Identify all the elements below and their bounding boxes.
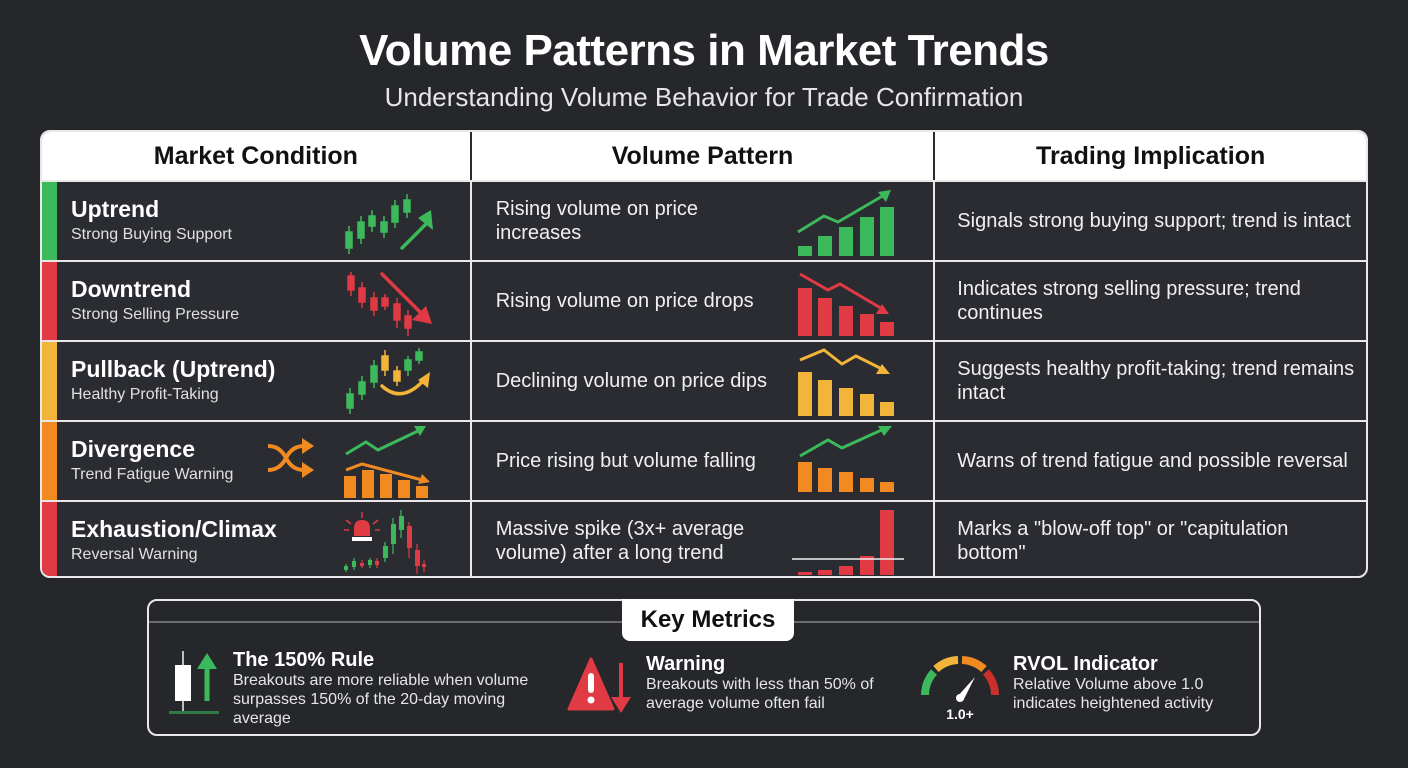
key-metrics-title: Key Metrics — [622, 599, 794, 641]
metric-desc-150-rule: Breakouts are more reliable when volume … — [233, 672, 529, 727]
accent-bar-orange — [42, 422, 57, 500]
table-row-divergence: Divergence Trend Fatigue Warning — [42, 420, 1366, 500]
trading-implication-text: Signals strong buying support; trend is … — [957, 210, 1351, 232]
metric-title-150-rule: The 150% Rule — [233, 649, 375, 671]
declining-yellow-bars-icon — [797, 348, 894, 416]
rising-green-bars-icon — [796, 190, 894, 256]
page-subtitle: Understanding Volume Behavior for Trade … — [384, 82, 1024, 112]
metric-title-warning: Warning — [646, 653, 726, 675]
key-metrics-panel: Key Metrics The 150% Rule Breakouts are … — [147, 599, 1261, 736]
condition-subtitle: Healthy Profit-Taking — [71, 386, 219, 403]
table-row-downtrend: Downtrend Strong Selling Pressure Rising… — [42, 260, 1366, 340]
column-header-market-condition: Market Condition — [42, 132, 472, 180]
column-header-volume-pattern: Volume Pattern — [472, 132, 936, 180]
orange-bars-green-up-arrow-icon — [797, 426, 894, 492]
warning-triangle-down-arrow-icon — [567, 657, 631, 713]
alarm-siren-candlestick-spike-icon — [344, 510, 426, 574]
red-bars-down-arrow-icon — [797, 272, 894, 336]
candlesticks-curved-arrow-icon — [346, 348, 430, 414]
shuffle-divergence-icon — [267, 438, 314, 478]
trading-implication-text: Warns of trend fatigue and possible reve… — [957, 450, 1348, 472]
table-header: Market Condition Volume Pattern Trading … — [42, 132, 1366, 180]
table-row-uptrend: Uptrend Strong Buying Support Rising vol… — [42, 180, 1366, 260]
volume-pattern-text: Rising volume on price drops — [495, 290, 754, 312]
accent-bar-red — [42, 502, 57, 576]
trading-implication-text: Indicates strong selling pressure; trend… — [957, 278, 1301, 324]
condition-name: Pullback (Uptrend) — [71, 356, 276, 382]
volume-pattern-text: Declining volume on price dips — [495, 370, 767, 392]
table-row-pullback: Pullback (Uptrend) Healthy Profit-Taking — [42, 340, 1366, 420]
metric-desc-warning: Breakouts with less than 50% of average … — [646, 676, 874, 712]
red-candlesticks-down-arrow-icon — [347, 272, 432, 336]
condition-subtitle: Trend Fatigue Warning — [71, 466, 234, 483]
green-candlesticks-up-arrow-icon — [345, 194, 433, 254]
metric-title-rvol: RVOL Indicator — [1013, 653, 1158, 675]
accent-bar-red — [42, 262, 57, 340]
condition-name: Downtrend — [71, 276, 192, 302]
accent-bar-green — [42, 182, 57, 260]
condition-name: Divergence — [71, 436, 196, 462]
gauge-icon: 1.0+ — [921, 656, 999, 721]
volume-patterns-table: Market Condition Volume Pattern Trading … — [40, 130, 1368, 578]
candlestick-up-arrow-icon — [169, 651, 219, 714]
accent-bar-yellow — [42, 342, 57, 420]
volume-pattern-text: Massive spike (3x+ average volume) after… — [495, 518, 745, 564]
condition-name: Exhaustion/Climax — [71, 516, 277, 542]
divergence-bars-arrows-icon — [344, 426, 430, 498]
volume-pattern-text: Price rising but volume falling — [495, 450, 756, 472]
volume-spike-bars-icon — [791, 510, 904, 575]
condition-subtitle: Strong Buying Support — [71, 226, 232, 243]
volume-pattern-text: Rising volume on price increases — [495, 198, 699, 244]
condition-name: Uptrend — [71, 196, 160, 222]
page-title: Volume Patterns in Market Trends — [359, 26, 1049, 75]
table-row-exhaustion: Exhaustion/Climax Reversal Warning — [42, 500, 1366, 576]
metric-desc-rvol: Relative Volume above 1.0 indicates heig… — [1013, 676, 1214, 712]
trading-implication-text: Marks a "blow-off top" or "capitulation … — [957, 518, 1289, 564]
column-header-trading-implication: Trading Implication — [1036, 141, 1266, 170]
condition-subtitle: Reversal Warning — [71, 546, 198, 563]
condition-subtitle: Strong Selling Pressure — [71, 306, 240, 323]
gauge-label: 1.0+ — [946, 706, 974, 721]
trading-implication-text: Suggests healthy profit-taking; trend re… — [957, 358, 1355, 404]
